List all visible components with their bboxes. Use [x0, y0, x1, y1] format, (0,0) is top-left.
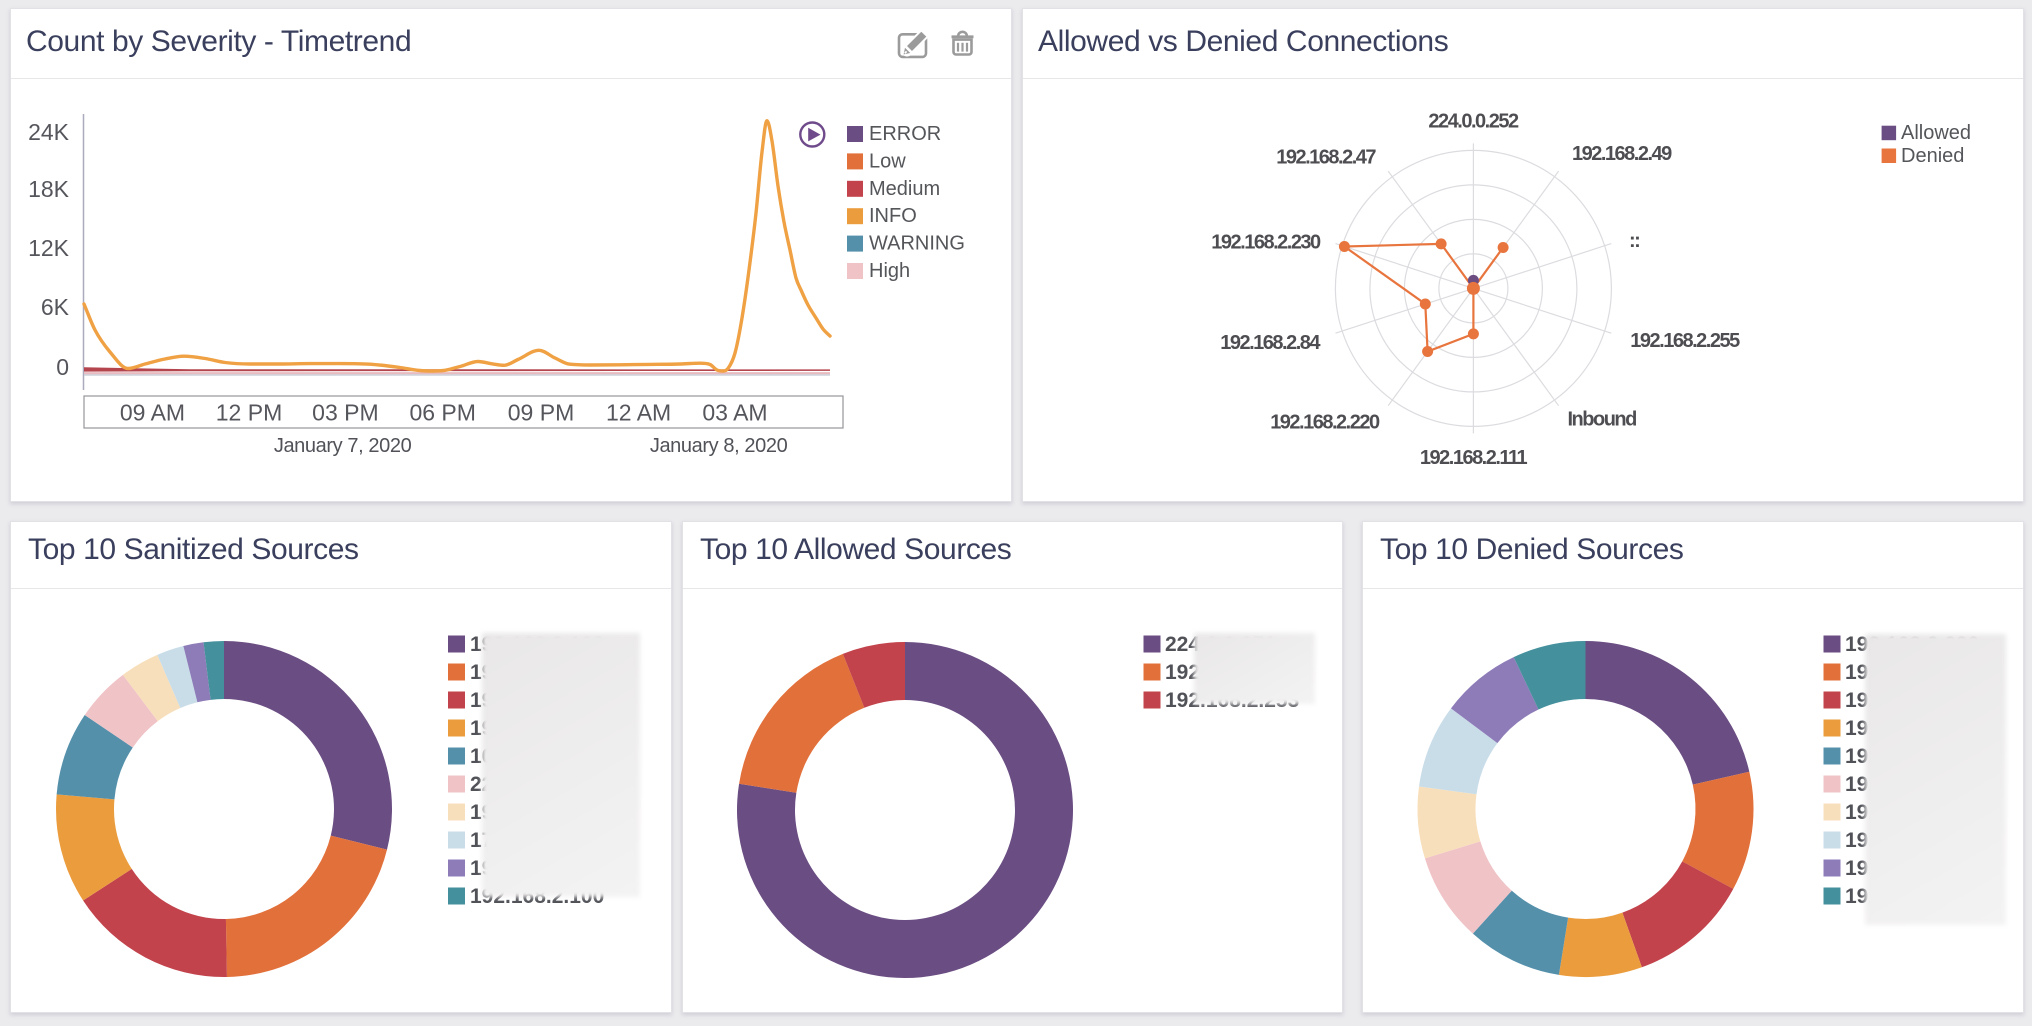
svg-text:192.168.2.230: 192.168.2.230 [1211, 232, 1321, 254]
svg-text:6K: 6K [41, 294, 70, 320]
svg-text:INFO: INFO [869, 205, 917, 227]
svg-text:::: :: [1629, 230, 1639, 252]
svg-text:192.168.2.255: 192.168.2.255 [1630, 330, 1740, 352]
svg-text:192.168.2.220: 192.168.2.220 [1270, 412, 1380, 434]
svg-text:192.168.2.84: 192.168.2.84 [1220, 332, 1321, 354]
svg-text:09 PM: 09 PM [508, 400, 574, 426]
svg-text:12 PM: 12 PM [216, 400, 282, 426]
svg-text:0: 0 [56, 354, 69, 380]
svg-text:January 8, 2020: January 8, 2020 [650, 435, 788, 457]
svg-text:18K: 18K [28, 176, 70, 202]
svg-text:Low: Low [869, 150, 906, 172]
svg-text:192.168.2.47: 192.168.2.47 [1276, 147, 1376, 169]
svg-text:03 PM: 03 PM [312, 400, 378, 426]
svg-text:WARNING: WARNING [869, 233, 965, 255]
svg-text:224.0.0.252: 224.0.0.252 [1428, 111, 1519, 133]
svg-text:12K: 12K [28, 235, 70, 261]
svg-text:03 AM: 03 AM [702, 400, 767, 426]
svg-text:192.168.2.111: 192.168.2.111 [1420, 447, 1528, 469]
svg-text:24K: 24K [28, 119, 70, 145]
svg-text:High: High [869, 260, 910, 282]
svg-text:06 PM: 06 PM [409, 400, 475, 426]
svg-text:Allowed: Allowed [1901, 122, 1971, 144]
svg-text:Denied: Denied [1901, 145, 1964, 167]
svg-text:January 7, 2020: January 7, 2020 [274, 435, 412, 457]
svg-text:09 AM: 09 AM [120, 400, 185, 426]
svg-text:ERROR: ERROR [869, 123, 941, 145]
svg-text:192.168.2.49: 192.168.2.49 [1572, 143, 1672, 165]
svg-text:12 AM: 12 AM [606, 400, 671, 426]
svg-text:Medium: Medium [869, 178, 940, 200]
svg-text:Inbound: Inbound [1568, 409, 1637, 431]
